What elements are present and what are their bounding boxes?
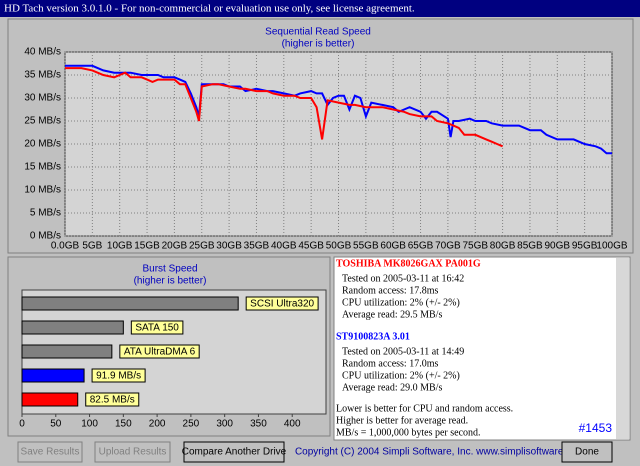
button-label[interactable]: Compare Another Drive (182, 447, 287, 458)
x-tick-label: 95GB (572, 241, 598, 252)
x-tick-label: 0 (19, 419, 25, 430)
drive-name: TOSHIBA MK8026GAX PA001G (336, 258, 481, 269)
button (17, 441, 83, 463)
info-panel (333, 256, 631, 441)
series-line (65, 64, 612, 155)
info-line: Tested on 2005-03-11 at 14:49 (342, 346, 464, 357)
x-tick-label: 70GB (435, 241, 461, 252)
x-tick-label: 250 (183, 419, 200, 430)
button[interactable] (183, 441, 285, 463)
y-tick-label: 10 MB/s (24, 185, 61, 196)
note-line: Lower is better for CPU and random acces… (336, 403, 513, 414)
y-tick-label: 15 MB/s (24, 162, 61, 173)
x-tick-label: 50 (50, 419, 62, 430)
y-tick-label: 35 MB/s (24, 70, 61, 81)
button[interactable] (561, 441, 613, 463)
x-tick-label: 300 (216, 419, 233, 430)
bar-label: SATA 150 (135, 323, 179, 334)
x-tick-label: 60GB (380, 241, 406, 252)
x-tick-label: 85GB (517, 241, 543, 252)
note-line: Higher is better for average read. (336, 415, 468, 426)
footer: Copyright (C) 2004 Simpli Software, Inc.… (295, 447, 585, 458)
bar-label: 91.9 MB/s (96, 371, 141, 382)
y-tick-label: 20 MB/s (24, 139, 61, 150)
y-tick-label: 30 MB/s (24, 93, 61, 104)
info-line: Random access: 17.8ms (342, 285, 438, 296)
x-tick-label: 20GB (162, 241, 188, 252)
info-line: CPU utilization: 2% (+/- 2%) (342, 297, 460, 308)
series-line (65, 67, 503, 148)
x-tick-label: 400 (284, 419, 301, 430)
bar (21, 320, 124, 335)
button-label[interactable]: Done (575, 447, 599, 458)
label-box (130, 320, 184, 335)
label-box (85, 392, 140, 407)
bar (21, 368, 85, 383)
label-box (91, 368, 146, 383)
x-tick-label: 80GB (490, 241, 516, 252)
note-line: MB/s = 1,000,000 bytes per second. (336, 427, 481, 438)
read-title: Sequential Read Speed (265, 27, 371, 38)
read-subtitle: (higher is better) (282, 39, 355, 50)
y-tick-label: 5 MB/s (30, 208, 61, 219)
badge: #1453 (579, 421, 613, 435)
info-line: CPU utilization: 2% (+/- 2%) (342, 370, 460, 381)
bar-label: ATA UltraDMA 6 (124, 347, 196, 358)
x-tick-label: 40GB (271, 241, 297, 252)
label-box (119, 344, 200, 359)
info-line: Average read: 29.5 MB/s (342, 309, 442, 320)
x-tick-label: 100 (81, 419, 98, 430)
x-tick-label: 350 (250, 419, 267, 430)
scrollbar[interactable] (616, 258, 629, 439)
x-tick-label: 100GB (596, 241, 627, 252)
y-tick-label: 40 MB/s (24, 47, 61, 58)
bar (21, 296, 239, 311)
bar (21, 344, 113, 359)
x-tick-label: 55GB (353, 241, 379, 252)
button-label: Upload Results (99, 447, 167, 458)
y-tick-label: 0 MB/s (30, 231, 61, 242)
bar (21, 392, 79, 407)
bar-label: SCSI Ultra320 (250, 299, 314, 310)
title-bar (0, 0, 640, 17)
info-line: Random access: 17.0ms (342, 358, 438, 369)
x-tick-label: 200 (149, 419, 166, 430)
label-box (245, 296, 319, 311)
x-tick-label: 15GB (134, 241, 160, 252)
x-tick-label: 45GB (298, 241, 324, 252)
info-line: Average read: 29.0 MB/s (342, 382, 442, 393)
burst-subtitle: (higher is better) (134, 276, 207, 287)
x-tick-label: 150 (115, 419, 132, 430)
drive-name: ST9100823A 3.01 (336, 331, 410, 342)
button-label: Save Results (21, 447, 80, 458)
x-tick-label: 0.0GB (51, 241, 80, 252)
x-tick-label: 75GB (462, 241, 488, 252)
x-tick-label: 5GB (82, 241, 102, 252)
info-line: Tested on 2005-03-11 at 16:42 (342, 273, 464, 284)
button (94, 441, 171, 463)
x-tick-label: 65GB (408, 241, 434, 252)
x-tick-label: 35GB (244, 241, 270, 252)
x-tick-label: 90GB (545, 241, 571, 252)
x-tick-label: 10GB (107, 241, 133, 252)
y-tick-label: 25 MB/s (24, 116, 61, 127)
bar-label: 82.5 MB/s (90, 395, 135, 406)
x-tick-label: 30GB (216, 241, 242, 252)
window-title: HD Tach version 3.0.1.0 - For non-commer… (4, 3, 415, 15)
x-tick-label: 50GB (326, 241, 352, 252)
x-tick-label: 25GB (189, 241, 215, 252)
burst-title: Burst Speed (142, 264, 197, 275)
